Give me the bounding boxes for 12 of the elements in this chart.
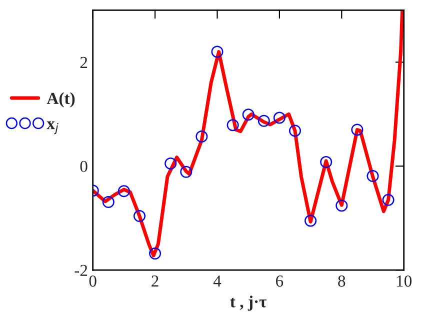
x-tick-label: 2 xyxy=(152,276,158,287)
x-tick-label: 10 xyxy=(396,275,412,287)
x-tick-label: 0 xyxy=(89,275,96,287)
x-tick-label: 4 xyxy=(213,276,222,287)
legend-label: A(t) xyxy=(46,92,75,108)
legend-label: x$_{j}$ xyxy=(46,121,58,134)
x-tick-label: 6 xyxy=(276,276,284,287)
y-tick-label: 2 xyxy=(80,56,88,68)
y-tick-label: 0 xyxy=(80,160,88,172)
x-axis-title: t , j·τ xyxy=(230,296,267,311)
y-tick-label: -2 xyxy=(74,264,88,276)
x-tick-label: 8 xyxy=(338,275,346,287)
